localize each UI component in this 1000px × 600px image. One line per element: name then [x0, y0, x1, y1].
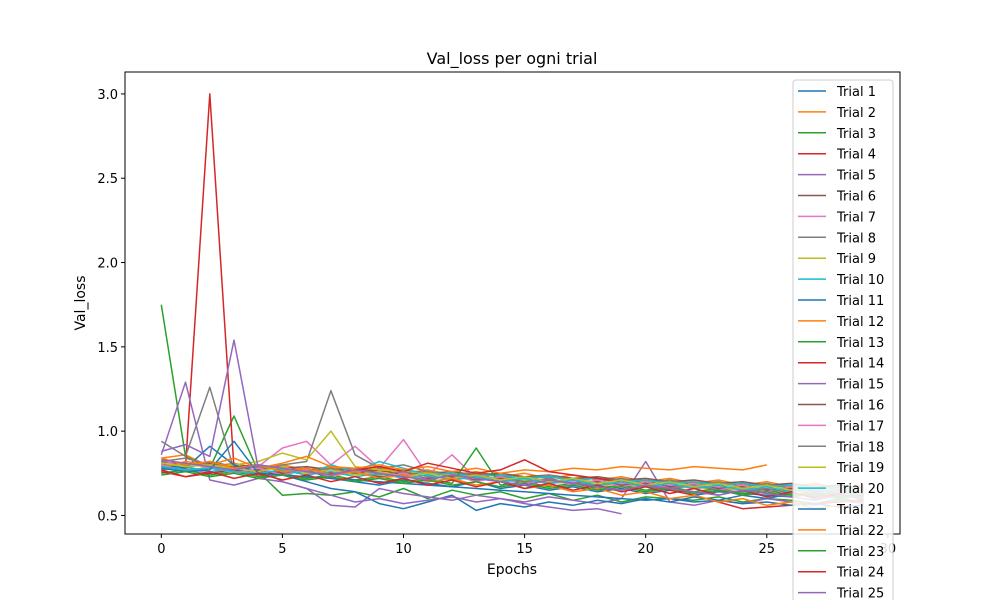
x-tick-label: 0: [157, 542, 165, 557]
series-line-25: [161, 459, 864, 502]
legend-label-7: Trial 7: [836, 210, 876, 225]
legend-label-21: Trial 21: [836, 503, 884, 518]
axes-spines: [124, 71, 901, 535]
x-tick-label: 25: [759, 542, 776, 557]
y-tick-label: 1.5: [97, 341, 118, 356]
y-tick-label: 2.5: [97, 172, 118, 187]
legend-label-12: Trial 12: [836, 315, 884, 330]
legend: Trial 1 Trial 2 Trial 3 Trial 4 Trial 5 Trial…: [792, 79, 894, 600]
axes-frame: [124, 71, 901, 535]
series-line-3: [160, 304, 864, 505]
series-line-21: [161, 440, 864, 508]
legend-label-16: Trial 16: [836, 399, 884, 414]
x-tick-label: 15: [516, 542, 533, 557]
legend-label-22: Trial 22: [836, 524, 884, 539]
legend-label-2: Trial 2: [836, 106, 876, 121]
x-tick-label: 10: [395, 542, 412, 557]
legend-label-15: Trial 15: [836, 378, 884, 393]
plot-area: [125, 72, 900, 534]
legend-label-14: Trial 14: [836, 357, 884, 372]
legend-label-10: Trial 10: [836, 273, 884, 288]
legend-label-4: Trial 4: [836, 148, 876, 163]
legend-label-11: Trial 11: [836, 294, 884, 309]
legend-label-6: Trial 6: [836, 190, 876, 205]
legend-label-17: Trial 17: [836, 419, 884, 434]
legend-label-3: Trial 3: [836, 127, 876, 142]
legend-label-1: Trial 1: [836, 85, 876, 100]
legend-label-8: Trial 8: [836, 231, 876, 246]
legend-label-23: Trial 23: [836, 545, 884, 560]
x-axis-label: Epochs: [487, 562, 537, 578]
legend-label-20: Trial 20: [836, 482, 884, 497]
y-tick-label: 0.5: [97, 509, 118, 524]
series-line-15: [161, 339, 622, 515]
y-tick-label: 2.0: [97, 257, 118, 272]
x-tick-label: 5: [278, 542, 286, 557]
y-tick-label: 1.0: [97, 425, 118, 440]
legend-box: [792, 79, 894, 600]
legend-label-13: Trial 13: [836, 336, 884, 351]
legend-label-25: Trial 25: [836, 587, 884, 600]
y-axis-ticks: 0.5 1.0 1.5 2.0 2.5 3.0: [97, 88, 125, 524]
y-tick-label: 3.0: [97, 88, 118, 103]
x-tick-label: 20: [637, 542, 654, 557]
legend-label-19: Trial 19: [836, 461, 884, 476]
series-layer: [160, 93, 864, 515]
chart-title: Val_loss per ogni trial: [427, 49, 598, 69]
legend-label-18: Trial 18: [836, 440, 884, 455]
legend-label-5: Trial 5: [836, 169, 876, 184]
y-axis-label: Val_loss: [73, 275, 89, 330]
legend-label-24: Trial 24: [836, 566, 884, 581]
legend-label-9: Trial 9: [836, 252, 876, 267]
